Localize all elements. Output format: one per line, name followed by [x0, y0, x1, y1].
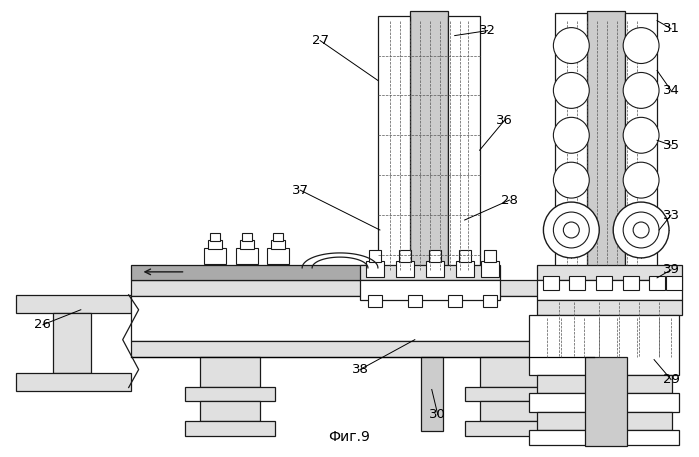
Bar: [366, 261, 384, 277]
Bar: [569, 276, 585, 290]
Text: 29: 29: [663, 373, 679, 386]
Text: 26: 26: [34, 318, 51, 331]
Bar: [185, 387, 275, 401]
Bar: [556, 13, 587, 270]
Bar: [538, 412, 672, 430]
Bar: [243, 233, 252, 241]
Bar: [649, 276, 665, 290]
Bar: [271, 240, 285, 249]
Bar: [396, 261, 414, 277]
Bar: [624, 276, 639, 290]
Bar: [538, 280, 682, 300]
Bar: [587, 11, 625, 270]
Bar: [185, 421, 275, 436]
Circle shape: [554, 212, 589, 248]
Bar: [410, 11, 447, 280]
Bar: [538, 375, 672, 393]
Bar: [625, 13, 657, 270]
Bar: [16, 372, 131, 390]
Bar: [16, 295, 131, 313]
Text: 31: 31: [663, 22, 679, 35]
Bar: [240, 240, 254, 249]
Bar: [585, 356, 627, 446]
Circle shape: [624, 162, 659, 198]
Bar: [201, 356, 260, 387]
Circle shape: [633, 222, 649, 238]
Bar: [447, 295, 461, 307]
Text: 37: 37: [291, 184, 309, 197]
Text: 32: 32: [479, 24, 496, 37]
Bar: [529, 430, 679, 445]
Text: 38: 38: [352, 363, 368, 376]
Bar: [208, 240, 222, 249]
Bar: [399, 250, 411, 262]
Bar: [459, 250, 470, 262]
Bar: [204, 248, 226, 264]
Bar: [480, 401, 540, 421]
Bar: [426, 261, 444, 277]
Bar: [210, 233, 220, 241]
Bar: [447, 16, 480, 280]
Bar: [482, 295, 496, 307]
Bar: [456, 261, 474, 277]
Circle shape: [554, 27, 589, 64]
Bar: [131, 340, 594, 356]
Bar: [481, 261, 498, 277]
Circle shape: [543, 202, 599, 258]
Circle shape: [563, 222, 579, 238]
Text: 27: 27: [312, 34, 329, 47]
Bar: [666, 276, 682, 290]
Bar: [428, 250, 441, 262]
Bar: [53, 313, 91, 372]
Bar: [465, 387, 554, 401]
Bar: [529, 393, 679, 412]
Text: 33: 33: [663, 208, 679, 222]
Bar: [465, 421, 554, 436]
Circle shape: [624, 73, 659, 108]
Bar: [273, 233, 283, 241]
Bar: [131, 265, 430, 280]
Bar: [408, 295, 421, 307]
Bar: [529, 315, 679, 375]
Text: 39: 39: [663, 263, 679, 276]
Circle shape: [613, 202, 669, 258]
Bar: [480, 356, 540, 387]
Bar: [267, 248, 289, 264]
Bar: [131, 296, 594, 340]
Bar: [378, 16, 410, 280]
Bar: [543, 276, 559, 290]
Bar: [484, 250, 496, 262]
Text: 35: 35: [663, 139, 679, 152]
Text: 36: 36: [496, 114, 513, 127]
Text: 28: 28: [501, 194, 518, 207]
Bar: [369, 250, 381, 262]
Text: Фиг.9: Фиг.9: [328, 430, 370, 444]
Bar: [538, 300, 682, 315]
Bar: [131, 280, 594, 296]
Circle shape: [624, 212, 659, 248]
Bar: [421, 356, 442, 431]
Circle shape: [624, 117, 659, 153]
Circle shape: [624, 27, 659, 64]
Bar: [596, 276, 612, 290]
Circle shape: [554, 162, 589, 198]
Bar: [236, 248, 258, 264]
Bar: [368, 295, 382, 307]
Text: 34: 34: [663, 84, 679, 97]
Text: 30: 30: [429, 408, 446, 421]
Circle shape: [554, 117, 589, 153]
Bar: [360, 265, 500, 280]
Circle shape: [554, 73, 589, 108]
Bar: [360, 280, 500, 300]
Bar: [538, 265, 682, 280]
Bar: [201, 401, 260, 421]
